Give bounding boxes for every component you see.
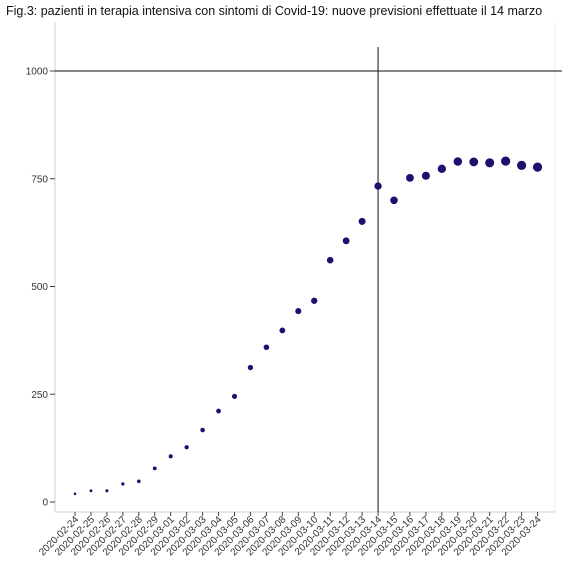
chart-title: Fig.3: pazienti in terapia intensiva con… xyxy=(6,4,543,18)
data-point xyxy=(295,308,302,315)
data-point xyxy=(231,393,238,399)
y-tick-label: 500 xyxy=(31,282,48,293)
data-point xyxy=(73,492,77,496)
data-point xyxy=(247,364,254,371)
data-point xyxy=(453,157,463,166)
data-point xyxy=(358,217,366,225)
data-point xyxy=(485,158,495,168)
data-point xyxy=(517,160,527,170)
data-point xyxy=(326,256,334,264)
data-point xyxy=(437,164,447,173)
data-point xyxy=(390,196,398,205)
data-point xyxy=(137,479,141,484)
data-point xyxy=(152,466,157,471)
data-point xyxy=(168,454,173,459)
data-point xyxy=(105,489,109,493)
data-point xyxy=(200,427,205,433)
y-tick-label: 250 xyxy=(31,390,48,401)
data-point xyxy=(121,482,125,486)
data-point xyxy=(406,173,414,182)
data-point xyxy=(311,297,318,304)
data-point xyxy=(342,237,350,245)
y-tick-label: 1000 xyxy=(26,67,49,78)
data-point xyxy=(216,408,221,414)
y-tick-label: 750 xyxy=(31,174,48,185)
data-point xyxy=(421,171,430,180)
data-point xyxy=(89,489,93,493)
data-point xyxy=(469,157,479,167)
data-point xyxy=(184,445,189,450)
data-point xyxy=(532,162,543,172)
y-tick-label: 0 xyxy=(42,498,48,509)
data-point xyxy=(501,156,511,166)
data-point xyxy=(263,344,270,351)
data-point xyxy=(374,182,382,190)
data-point xyxy=(279,327,286,334)
